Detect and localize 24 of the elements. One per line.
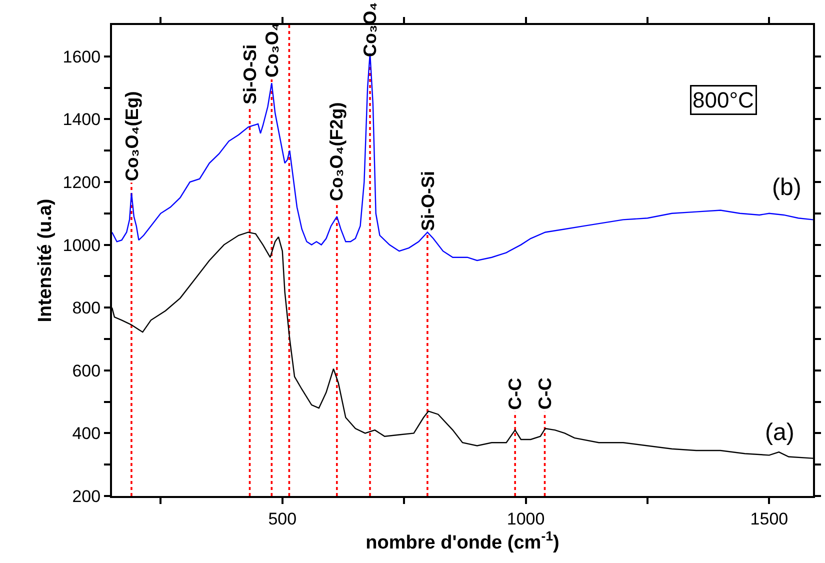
annotation: (a) (765, 419, 794, 446)
annotation: Co₃O₄ (360, 2, 380, 58)
y-tick-label: 1400 (62, 110, 101, 130)
y-tick-label: 1200 (62, 172, 101, 192)
y-tick-label: 1000 (62, 236, 101, 255)
x-tick-label: 1500 (750, 509, 788, 528)
y-tick-label: 1600 (62, 47, 101, 66)
annotation: Co₃O₄ (262, 22, 282, 78)
x-tick-label: 1000 (506, 509, 545, 528)
annotation: Co₃O₄(Eg) (122, 91, 142, 182)
annotation: (b) (772, 174, 802, 201)
annotation: 800°C (692, 88, 754, 112)
x-axis-title: nombre d'onde (cm$^{-1}$) (366, 528, 560, 554)
annotation: Si-O-Si (240, 44, 260, 104)
x-tick-label: 500 (268, 509, 297, 528)
y-tick-label: 200 (72, 486, 101, 506)
y-tick-label: 600 (72, 361, 101, 380)
y-axis-title: Intensité (u.a) (35, 198, 56, 322)
annotation: C-C (534, 378, 555, 410)
y-tick-label: 400 (72, 424, 101, 444)
y-tick-label: 800 (72, 298, 101, 318)
annotation: Si-O-Si (418, 170, 438, 231)
annotation: C-C (505, 378, 526, 410)
annotation: Co₃O₄(F2g) (326, 102, 347, 202)
